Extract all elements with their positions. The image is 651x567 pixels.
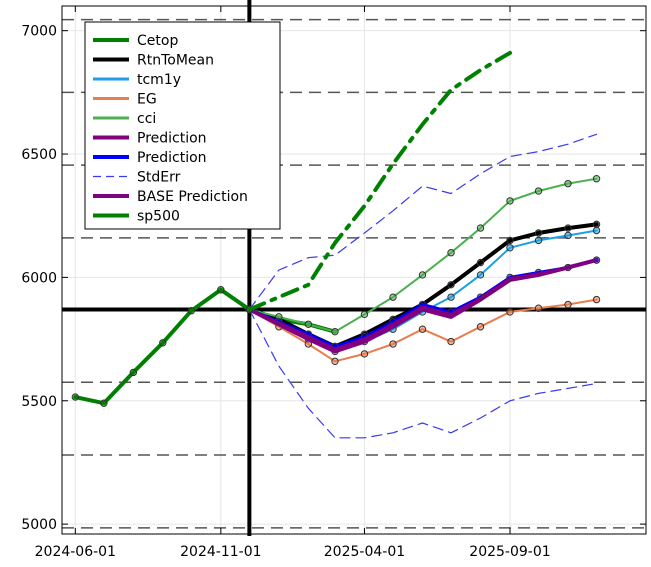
x-tick-label: 2025-04-01 bbox=[324, 544, 405, 560]
data-point bbox=[476, 323, 485, 331]
data-point bbox=[389, 340, 397, 348]
data-point bbox=[71, 393, 80, 401]
data-point bbox=[506, 308, 514, 316]
data-point bbox=[564, 231, 572, 240]
data-point bbox=[564, 179, 572, 188]
y-tick-label: 6500 bbox=[21, 147, 57, 163]
data-point bbox=[592, 226, 601, 235]
data-point bbox=[534, 229, 543, 237]
data-point bbox=[187, 307, 196, 315]
x-tick-label: 2024-06-01 bbox=[35, 544, 116, 560]
data-point bbox=[564, 224, 572, 232]
legend-label: EG bbox=[137, 92, 157, 108]
data-point bbox=[304, 320, 313, 328]
data-point bbox=[534, 304, 543, 312]
legend-label: tcm1y bbox=[137, 72, 181, 88]
data-point bbox=[360, 310, 369, 319]
legend-label: StdErr bbox=[137, 170, 181, 186]
legend-label: Cetop bbox=[137, 33, 178, 49]
data-point bbox=[506, 244, 514, 252]
y-tick-label: 7000 bbox=[21, 24, 57, 40]
data-point bbox=[476, 271, 485, 279]
data-point bbox=[447, 281, 455, 289]
data-point bbox=[592, 295, 601, 304]
y-axis-ticks: 5000 5500 6000 6500 7000 bbox=[21, 24, 646, 533]
y-tick-label: 6000 bbox=[21, 270, 57, 286]
data-point bbox=[389, 293, 397, 301]
x-axis-ticks: 2024-06-01 2024-11-01 2025-04-01 2025-09-01 bbox=[35, 6, 551, 560]
data-point bbox=[534, 187, 543, 195]
data-point bbox=[418, 271, 427, 279]
data-point bbox=[592, 220, 601, 229]
x-tick-label: 2024-11-01 bbox=[180, 544, 261, 560]
legend-label: sp500 bbox=[137, 209, 180, 225]
legend: Cetop RtnToMean tcm1y EG cci Prediction Predic… bbox=[84, 21, 281, 230]
data-point bbox=[506, 197, 514, 205]
data-point bbox=[506, 236, 514, 245]
legend-label: Prediction bbox=[137, 131, 207, 147]
data-point bbox=[592, 175, 601, 183]
legend-label: BASE Prediction bbox=[137, 189, 248, 205]
data-point bbox=[129, 368, 138, 377]
data-point bbox=[331, 327, 339, 336]
data-point bbox=[447, 337, 455, 346]
y-tick-label: 5000 bbox=[21, 517, 57, 533]
legend-label: Prediction bbox=[137, 150, 207, 166]
x-tick-label: 2025-09-01 bbox=[469, 544, 550, 560]
data-point bbox=[534, 236, 543, 245]
series-line-unnamed bbox=[248, 308, 598, 439]
data-point bbox=[217, 286, 225, 294]
y-tick-label: 5500 bbox=[21, 394, 57, 410]
series-line-stderr bbox=[248, 133, 598, 311]
data-point bbox=[360, 350, 369, 358]
plot-border bbox=[61, 5, 647, 535]
legend-label: RtnToMean bbox=[137, 53, 214, 69]
data-point bbox=[476, 224, 485, 232]
data-point bbox=[331, 357, 339, 365]
plot-frame bbox=[61, 5, 647, 535]
data-point bbox=[564, 300, 572, 309]
data-point bbox=[159, 339, 167, 347]
data-point bbox=[418, 325, 427, 333]
data-point bbox=[476, 258, 485, 267]
data-point bbox=[447, 249, 455, 257]
data-point bbox=[447, 293, 455, 301]
legend-label: cci bbox=[137, 111, 156, 127]
series-line-unnamed bbox=[247, 50, 512, 312]
data-point bbox=[100, 399, 108, 407]
series-line-base-prediction bbox=[247, 258, 598, 351]
series-layer bbox=[71, 50, 601, 439]
